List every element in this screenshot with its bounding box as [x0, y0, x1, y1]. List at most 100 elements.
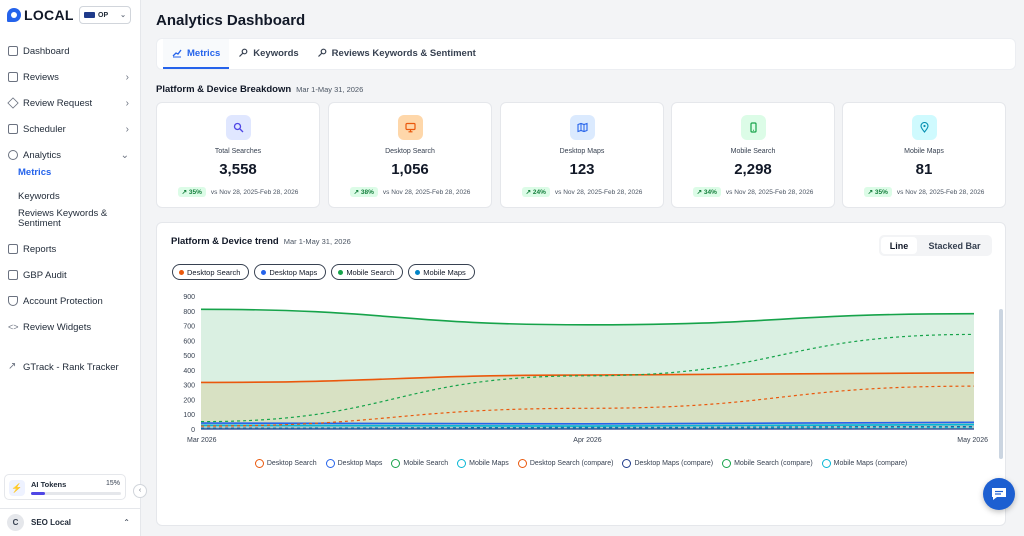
line-mobile-search-compare	[200, 333, 975, 423]
workspace-label: OP	[98, 11, 109, 19]
sidebar-item-reviews[interactable]: Reviews ›	[0, 64, 141, 90]
sidebar-subitem-reviews-keywords[interactable]: Reviews Keywords & Sentiment	[18, 208, 108, 229]
breakdown-header: Platform & Device Breakdown Mar 1-May 31…	[156, 84, 363, 95]
tab-reviews-keywords-sentiment[interactable]: Reviews Keywords & Sentiment	[308, 39, 485, 69]
chip-desktop-search[interactable]: Desktop Search	[172, 264, 250, 280]
legend-item[interactable]: Mobile Search	[391, 459, 448, 468]
workspace-select[interactable]: OP ⌄	[79, 6, 131, 24]
metric-card-desktop-search[interactable]: Desktop Search 1,056 ↗ 38% vs Nov 28, 202…	[328, 102, 492, 208]
logo-icon	[7, 8, 21, 22]
area-mobile-search	[201, 309, 974, 429]
legend-item[interactable]: Desktop Maps	[325, 459, 382, 468]
y-tick-label: 200	[183, 397, 195, 404]
change-value: 35%	[874, 189, 888, 196]
brand-logo[interactable]: LOCAL	[7, 7, 74, 23]
sidebar-item-label: Analytics	[23, 149, 62, 161]
chevron-down-icon: ⌄	[120, 149, 129, 161]
chat-button[interactable]	[983, 478, 1015, 510]
metric-value: 1,056	[391, 161, 429, 178]
compare-text: vs Nov 28, 2025-Feb 28, 2026	[210, 188, 299, 196]
sidebar-item-label: Reports	[23, 243, 57, 255]
sidebar-item-analytics[interactable]: Analytics ⌄	[0, 142, 141, 168]
sidebar-subitem-metrics[interactable]: Metrics	[18, 167, 52, 178]
chart-line-icon	[172, 49, 182, 58]
sidebar-item-gbp-audit[interactable]: GBP Audit	[0, 262, 141, 288]
sidebar-subitem-keywords[interactable]: Keywords	[18, 190, 60, 202]
workspace-flag-icon	[84, 12, 95, 18]
tab-metrics[interactable]: Metrics	[163, 39, 230, 69]
y-tick-label: 300	[183, 383, 195, 390]
ai-tokens-card[interactable]: ⚡ AI Tokens 15%	[4, 474, 126, 500]
series-filter-chips: Desktop Search Desktop Maps Mobile Searc…	[172, 264, 475, 280]
sidebar-item-reports[interactable]: Reports	[0, 236, 141, 262]
change-badge: ↗ 38%	[349, 187, 378, 197]
analytics-tabs: Metrics Keywords Reviews Keywords & Sent…	[156, 38, 1016, 70]
ai-tokens-progress-fill	[31, 492, 45, 495]
line-mobile-search	[200, 308, 975, 326]
search-icon	[226, 115, 251, 140]
tab-label: Metrics	[187, 47, 221, 59]
metric-card-mobile-search[interactable]: Mobile Search 2,298 ↗ 34% vs Nov 28, 2025…	[671, 102, 835, 208]
tab-keywords[interactable]: Keywords	[229, 39, 307, 69]
sidebar-item-label: GTrack - Rank Tracker	[23, 361, 119, 373]
y-tick-label: 800	[183, 309, 195, 316]
document-icon	[8, 244, 18, 254]
sidebar-item-review-request[interactable]: Review Request ›	[0, 90, 141, 116]
metric-value: 3,558	[219, 161, 257, 178]
breakdown-date: Mar 1-May 31, 2026	[296, 85, 364, 94]
chip-desktop-maps[interactable]: Desktop Maps	[254, 264, 327, 280]
map-icon	[570, 115, 595, 140]
ai-tokens-label: AI Tokens	[31, 480, 67, 489]
change-badge: ↗ 35%	[863, 187, 892, 197]
legend-item[interactable]: Mobile Search (compare)	[722, 459, 813, 468]
y-tick-label: 100	[183, 412, 195, 419]
legend-item[interactable]: Desktop Maps (compare)	[622, 459, 713, 468]
sidebar-item-account-protection[interactable]: Account Protection	[0, 288, 141, 314]
chevron-down-icon: ⌄	[120, 12, 126, 19]
chat-icon	[992, 488, 1006, 500]
metric-compare: ↗ 35% vs Nov 28, 2025-Feb 28, 2026	[157, 187, 319, 197]
chevron-right-icon: ›	[125, 97, 129, 109]
metric-card-desktop-maps[interactable]: Desktop Maps 123 ↗ 24% vs Nov 28, 2025-Fe…	[500, 102, 664, 208]
chip-mobile-maps[interactable]: Mobile Maps	[408, 264, 475, 280]
legend-label: Mobile Search (compare)	[734, 460, 813, 467]
key-icon	[239, 48, 248, 57]
breakdown-title: Platform & Device Breakdown	[156, 84, 292, 95]
metric-card-total-searches[interactable]: Total Searches 3,558 ↗ 35% vs Nov 28, 202…	[156, 102, 320, 208]
metric-label: Desktop Maps	[559, 148, 605, 155]
sidebar-item-label: Review Request	[23, 97, 93, 109]
shield-icon	[8, 296, 18, 306]
y-tick-label: 700	[183, 324, 195, 331]
legend-item[interactable]: Desktop Search	[254, 459, 317, 468]
legend-label: Desktop Search (compare)	[529, 460, 614, 467]
ai-tokens-percent: 15%	[105, 480, 120, 487]
legend-label: Mobile Maps (compare)	[833, 460, 908, 467]
key-icon	[317, 48, 327, 57]
legend-item[interactable]: Mobile Maps	[457, 459, 509, 468]
legend-item[interactable]: Desktop Search (compare)	[517, 459, 614, 468]
series-dot	[261, 269, 267, 275]
metric-label: Desktop Search	[385, 148, 435, 155]
sidebar-item-label: Scheduler	[23, 123, 66, 135]
toggle-stacked-bar[interactable]: Stacked Bar	[928, 240, 981, 251]
sidebar-item-scheduler[interactable]: Scheduler ›	[0, 116, 141, 142]
trend-chart[interactable]: 0 100 200 300 400 500 600 700 800 900 Mar 2026 Apr …	[157, 287, 1007, 477]
metric-card-mobile-maps[interactable]: Mobile Maps 81 ↗ 35% vs Nov 28, 2025-Feb …	[842, 102, 1006, 208]
collapse-sidebar-button[interactable]: ‹	[133, 484, 147, 498]
change-value: 24%	[532, 189, 546, 196]
audit-icon	[8, 270, 18, 280]
chart-type-toggle: Line Stacked Bar	[879, 235, 992, 256]
external-link-icon: ↗	[8, 361, 17, 372]
legend-item[interactable]: Mobile Maps (compare)	[821, 459, 908, 468]
legend-label: Desktop Maps (compare)	[634, 460, 714, 467]
sidebar-item-gtrack[interactable]: ↗ GTrack - Rank Tracker	[0, 354, 141, 380]
toggle-line[interactable]: Line	[881, 237, 917, 254]
metric-label: Mobile Search	[730, 148, 776, 155]
chip-mobile-search[interactable]: Mobile Search	[331, 264, 404, 280]
user-menu[interactable]: C SEO Local ⌃	[0, 508, 141, 536]
sidebar-item-label: GBP Audit	[23, 269, 67, 281]
trend-date: Mar 1-May 31, 2026	[283, 237, 351, 246]
sidebar-item-review-widgets[interactable]: <> Review Widgets	[0, 314, 141, 340]
sidebar-item-dashboard[interactable]: Dashboard	[0, 38, 141, 64]
scrollbar[interactable]	[999, 309, 1003, 459]
